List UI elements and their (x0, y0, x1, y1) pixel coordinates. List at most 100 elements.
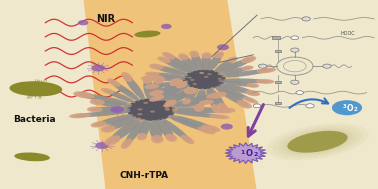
Ellipse shape (222, 78, 271, 83)
Circle shape (302, 17, 310, 21)
Ellipse shape (237, 100, 252, 109)
Circle shape (217, 44, 229, 50)
Ellipse shape (158, 80, 179, 100)
Ellipse shape (136, 118, 141, 120)
Ellipse shape (152, 85, 190, 100)
Text: Bacteria: Bacteria (13, 115, 55, 124)
Ellipse shape (241, 56, 256, 63)
Ellipse shape (201, 125, 220, 132)
Ellipse shape (94, 114, 133, 126)
Ellipse shape (169, 115, 217, 131)
Circle shape (323, 64, 331, 68)
Ellipse shape (127, 98, 176, 121)
Ellipse shape (243, 97, 258, 104)
Text: HOOC: HOOC (341, 31, 355, 36)
Ellipse shape (173, 115, 178, 117)
Ellipse shape (180, 55, 198, 71)
Ellipse shape (204, 76, 209, 78)
Ellipse shape (149, 64, 164, 70)
Ellipse shape (199, 100, 214, 105)
Ellipse shape (149, 90, 164, 96)
Ellipse shape (256, 79, 274, 84)
Ellipse shape (218, 78, 222, 80)
Ellipse shape (189, 50, 199, 58)
Polygon shape (83, 0, 257, 189)
Ellipse shape (140, 119, 145, 121)
Ellipse shape (179, 82, 184, 84)
Ellipse shape (220, 67, 251, 76)
Ellipse shape (170, 93, 223, 106)
Ellipse shape (101, 125, 116, 132)
Ellipse shape (218, 73, 222, 75)
Ellipse shape (165, 53, 194, 72)
Ellipse shape (172, 111, 226, 118)
Ellipse shape (123, 119, 145, 147)
Ellipse shape (213, 107, 235, 113)
Ellipse shape (143, 77, 154, 99)
Ellipse shape (152, 65, 188, 76)
Ellipse shape (200, 89, 204, 91)
Ellipse shape (164, 107, 170, 109)
Circle shape (91, 65, 105, 71)
Ellipse shape (257, 68, 276, 73)
Circle shape (291, 80, 299, 84)
Ellipse shape (183, 69, 226, 89)
Ellipse shape (171, 101, 211, 108)
Ellipse shape (166, 89, 195, 103)
Ellipse shape (144, 77, 186, 81)
Text: 2: 2 (353, 107, 357, 112)
Ellipse shape (278, 128, 357, 156)
Ellipse shape (153, 76, 165, 84)
Ellipse shape (207, 73, 212, 75)
Ellipse shape (139, 120, 150, 139)
Ellipse shape (176, 81, 187, 88)
Ellipse shape (104, 89, 136, 103)
Ellipse shape (208, 53, 222, 71)
Ellipse shape (73, 110, 131, 117)
Ellipse shape (144, 84, 160, 89)
Ellipse shape (190, 79, 195, 81)
Ellipse shape (145, 72, 160, 77)
Ellipse shape (142, 76, 153, 84)
Ellipse shape (241, 66, 254, 70)
Ellipse shape (165, 109, 170, 111)
Ellipse shape (14, 153, 50, 161)
Ellipse shape (69, 113, 91, 118)
Ellipse shape (108, 118, 141, 144)
Ellipse shape (184, 88, 198, 103)
Ellipse shape (210, 87, 215, 89)
Ellipse shape (283, 129, 352, 154)
Circle shape (110, 106, 124, 113)
Ellipse shape (220, 83, 257, 95)
Ellipse shape (195, 88, 206, 110)
Ellipse shape (152, 83, 188, 95)
Ellipse shape (141, 76, 156, 81)
Ellipse shape (162, 52, 175, 60)
Ellipse shape (209, 114, 229, 119)
Ellipse shape (215, 86, 249, 107)
Ellipse shape (218, 103, 228, 111)
Ellipse shape (121, 138, 132, 149)
Text: NIR: NIR (96, 14, 115, 24)
Ellipse shape (151, 135, 164, 143)
Ellipse shape (287, 131, 348, 153)
Ellipse shape (167, 116, 212, 133)
Ellipse shape (167, 117, 172, 119)
Ellipse shape (219, 72, 223, 74)
Ellipse shape (222, 74, 227, 76)
Ellipse shape (110, 80, 140, 101)
Ellipse shape (272, 125, 363, 158)
Circle shape (291, 36, 299, 40)
Ellipse shape (9, 81, 62, 96)
Ellipse shape (184, 81, 189, 82)
Ellipse shape (107, 78, 120, 87)
Text: 3: 3 (343, 104, 347, 109)
Ellipse shape (182, 98, 191, 105)
Ellipse shape (150, 77, 163, 99)
Ellipse shape (199, 72, 204, 74)
Ellipse shape (246, 83, 259, 88)
Circle shape (161, 24, 172, 29)
Circle shape (306, 104, 314, 108)
Text: O: O (246, 149, 253, 158)
Text: 1: 1 (240, 150, 245, 155)
